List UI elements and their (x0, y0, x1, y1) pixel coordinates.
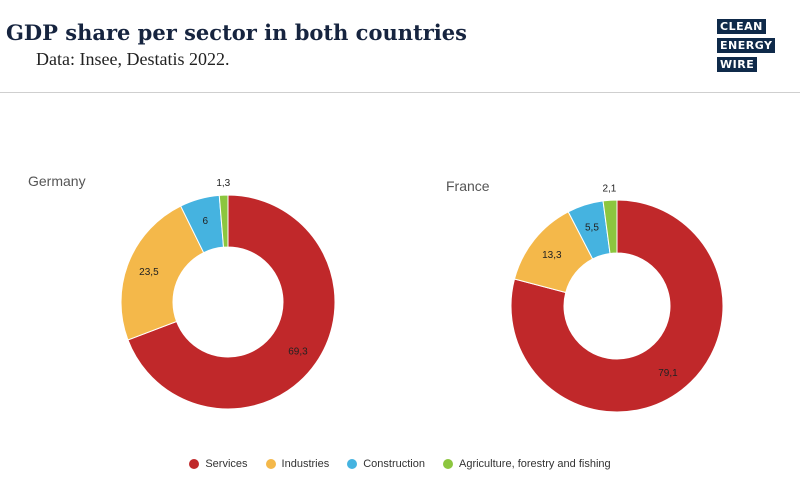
legend-swatch-agriculture (443, 459, 453, 469)
germany-label-construction: 6 (203, 216, 209, 227)
legend-label-agriculture: Agriculture, forestry and fishing (459, 458, 611, 470)
legend-label-construction: Construction (363, 458, 425, 470)
germany-slice-agriculture (218, 194, 229, 248)
header-divider (0, 92, 800, 93)
germany-label-services: 69,3 (288, 346, 308, 357)
logo-line-3: WIRE (717, 57, 758, 72)
chart-title: GDP share per sector in both countries (6, 20, 467, 45)
germany-label-agriculture: 1,3 (216, 178, 230, 189)
legend-item-agriculture: Agriculture, forestry and fishing (443, 458, 611, 470)
legend-label-industries: Industries (281, 458, 330, 470)
clean-energy-wire-logo: CLEAN ENERGY WIRE (717, 17, 776, 74)
legend: Services Industries Construction Agricul… (0, 458, 800, 470)
legend-item-construction: Construction (347, 458, 425, 470)
legend-item-services: Services (189, 458, 248, 470)
logo-line-1: CLEAN (717, 19, 766, 34)
france-label-construction: 5,5 (585, 222, 599, 233)
germany-chart-title: Germany (28, 173, 86, 189)
logo-line-2: ENERGY (717, 38, 776, 53)
france-label-agriculture: 2,1 (602, 183, 616, 194)
france-chart-title: France (446, 178, 490, 194)
chart-subtitle: Data: Insee, Destatis 2022. (36, 49, 230, 69)
germany-slice-services (127, 194, 336, 410)
legend-swatch-industries (265, 459, 276, 469)
legend-swatch-construction (347, 459, 358, 469)
france-slice-agriculture (602, 199, 618, 255)
france-slice-services (510, 199, 724, 413)
germany-label-industries: 23,5 (139, 267, 159, 278)
france-label-services: 79,1 (658, 368, 678, 379)
legend-swatch-services (189, 459, 200, 469)
legend-label-services: Services (205, 458, 248, 470)
france-label-industries: 13,3 (542, 250, 562, 261)
germany-slice-industries (120, 205, 205, 341)
legend-item-industries: Industries (265, 458, 330, 470)
